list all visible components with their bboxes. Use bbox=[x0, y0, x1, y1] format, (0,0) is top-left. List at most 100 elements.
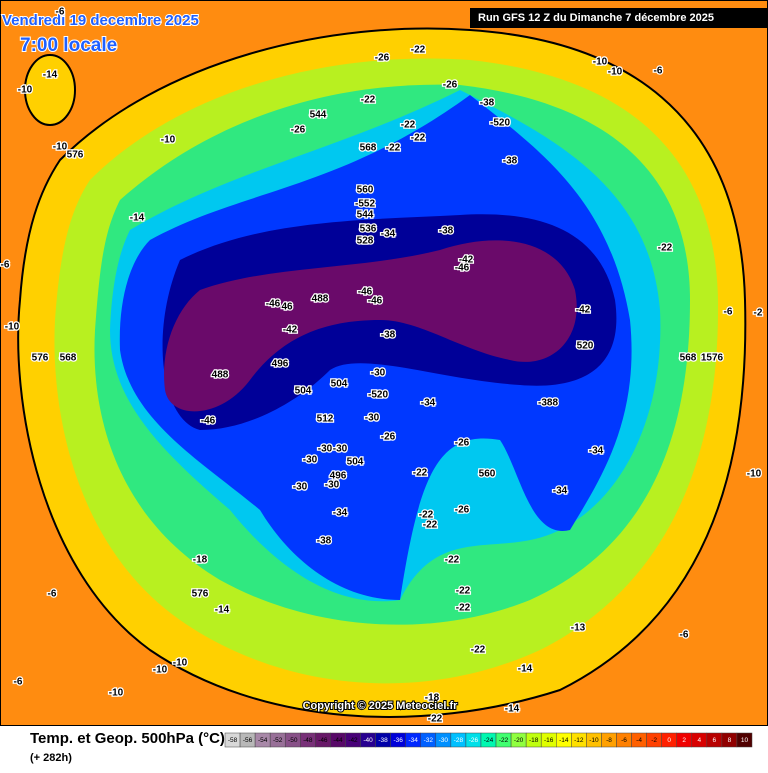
map-label: -30 bbox=[371, 368, 386, 379]
scale-label: -42 bbox=[348, 737, 358, 744]
map-label: 568 bbox=[680, 353, 697, 364]
map-label: -42 bbox=[459, 255, 474, 266]
map-label: -38 bbox=[381, 330, 396, 341]
scale-label: -48 bbox=[303, 737, 313, 744]
scale-label: -44 bbox=[333, 737, 343, 744]
map-label: -22 bbox=[471, 645, 486, 656]
map-label: 504 bbox=[347, 457, 364, 468]
scale-label: -52 bbox=[273, 737, 283, 744]
scale-label: -24 bbox=[484, 737, 494, 744]
map-label: 536 bbox=[360, 224, 377, 235]
scale-label: -26 bbox=[469, 737, 479, 744]
scale-label: -40 bbox=[363, 737, 373, 744]
map-label: -6 bbox=[48, 589, 57, 600]
scale-label: -14 bbox=[559, 737, 569, 744]
map-label: -10 bbox=[153, 665, 168, 676]
map-label: -6 bbox=[654, 66, 663, 77]
scale-label: -34 bbox=[409, 737, 419, 744]
map-label: 496 bbox=[330, 471, 347, 482]
map-label: -38 bbox=[317, 536, 332, 547]
scale-label: 6 bbox=[713, 737, 717, 744]
map-label: -14 bbox=[130, 213, 145, 224]
map-label: -18 bbox=[193, 555, 208, 566]
map-label: -6 bbox=[680, 630, 689, 641]
run-info: Run GFS 12 Z du Dimanche 7 décembre 2025 bbox=[478, 12, 714, 24]
scale-label: -6 bbox=[621, 737, 627, 744]
scale-label: -32 bbox=[424, 737, 434, 744]
map-label: -46 bbox=[455, 263, 470, 274]
map-label: -22 bbox=[456, 603, 471, 614]
map-label: -22 bbox=[411, 133, 426, 144]
map-label: -2 bbox=[754, 308, 763, 319]
map-label: -26 bbox=[291, 125, 306, 136]
scale-label: -8 bbox=[606, 737, 612, 744]
map-label: 544 bbox=[357, 210, 374, 221]
scale-label: -2 bbox=[651, 737, 657, 744]
map-label: -34 bbox=[553, 486, 568, 497]
scale-label: -58 bbox=[228, 737, 238, 744]
map-label: 568 bbox=[60, 353, 77, 364]
map-label: 576 bbox=[192, 589, 209, 600]
map-label: -6 bbox=[56, 7, 65, 18]
forecast-date: Vendredi 19 decembre 2025 bbox=[2, 12, 199, 29]
map-label: -6 bbox=[1, 260, 10, 271]
scale-label: -54 bbox=[258, 737, 268, 744]
map-label: -22 bbox=[423, 520, 438, 531]
scale-label: 8 bbox=[728, 737, 732, 744]
map-label: -520 bbox=[490, 118, 510, 129]
map-label: -26 bbox=[455, 438, 470, 449]
scale-label: -56 bbox=[243, 737, 253, 744]
map-label: -22 bbox=[361, 95, 376, 106]
map-label: -22 bbox=[411, 45, 426, 56]
map-label: 488 bbox=[312, 294, 329, 305]
map-label: 576 bbox=[67, 150, 84, 161]
map-label: -46 bbox=[266, 299, 281, 310]
map-label: 576 bbox=[32, 353, 49, 364]
map-label: -10 bbox=[5, 322, 20, 333]
map-label: -30 bbox=[325, 480, 340, 491]
map-label: -30 bbox=[333, 444, 348, 455]
map-label: 504 bbox=[331, 379, 348, 390]
scale-label: 0 bbox=[667, 737, 671, 744]
map-label: -26 bbox=[455, 505, 470, 516]
scale-label: -46 bbox=[318, 737, 328, 744]
scale-label: -38 bbox=[378, 737, 388, 744]
map-label: -30 bbox=[293, 482, 308, 493]
map-label: 568 bbox=[360, 143, 377, 154]
map-label: -552 bbox=[355, 199, 375, 210]
scale-label: -10 bbox=[589, 737, 599, 744]
map-label: -10 bbox=[109, 688, 124, 699]
map-label: -22 bbox=[419, 510, 434, 521]
map-label: -30 bbox=[318, 444, 333, 455]
map-label: -30 bbox=[303, 455, 318, 466]
map-label: -10 bbox=[18, 85, 33, 96]
map-label: -26 bbox=[381, 432, 396, 443]
map-label: 496 bbox=[272, 359, 289, 370]
map-label: 520 bbox=[577, 341, 594, 352]
scale-label: 4 bbox=[697, 737, 701, 744]
map-label: 46 bbox=[281, 302, 293, 313]
map-label: -10 bbox=[593, 57, 608, 68]
map-label: 512 bbox=[317, 414, 334, 425]
map-label: -22 bbox=[401, 120, 416, 131]
map-label: 488 bbox=[212, 370, 229, 381]
map-label: -10 bbox=[53, 142, 68, 153]
map-label: -14 bbox=[215, 605, 230, 616]
map-label: -13 bbox=[571, 623, 586, 634]
map-label: -18 bbox=[425, 693, 440, 704]
map-label: -22 bbox=[456, 586, 471, 597]
map-label: -46 bbox=[201, 416, 216, 427]
scale-label: -12 bbox=[574, 737, 584, 744]
map-label: -14 bbox=[505, 704, 520, 715]
map-label: -22 bbox=[658, 243, 673, 254]
scale-label: 2 bbox=[682, 737, 686, 744]
map-label: -22 bbox=[428, 714, 443, 725]
chart-title: Temp. et Geop. 500hPa (°C) bbox=[30, 730, 225, 747]
map-background bbox=[0, 0, 768, 727]
scale-label: -16 bbox=[544, 737, 554, 744]
map-label: -10 bbox=[161, 135, 176, 146]
map-label: -42 bbox=[576, 305, 591, 316]
map-label: -26 bbox=[443, 80, 458, 91]
